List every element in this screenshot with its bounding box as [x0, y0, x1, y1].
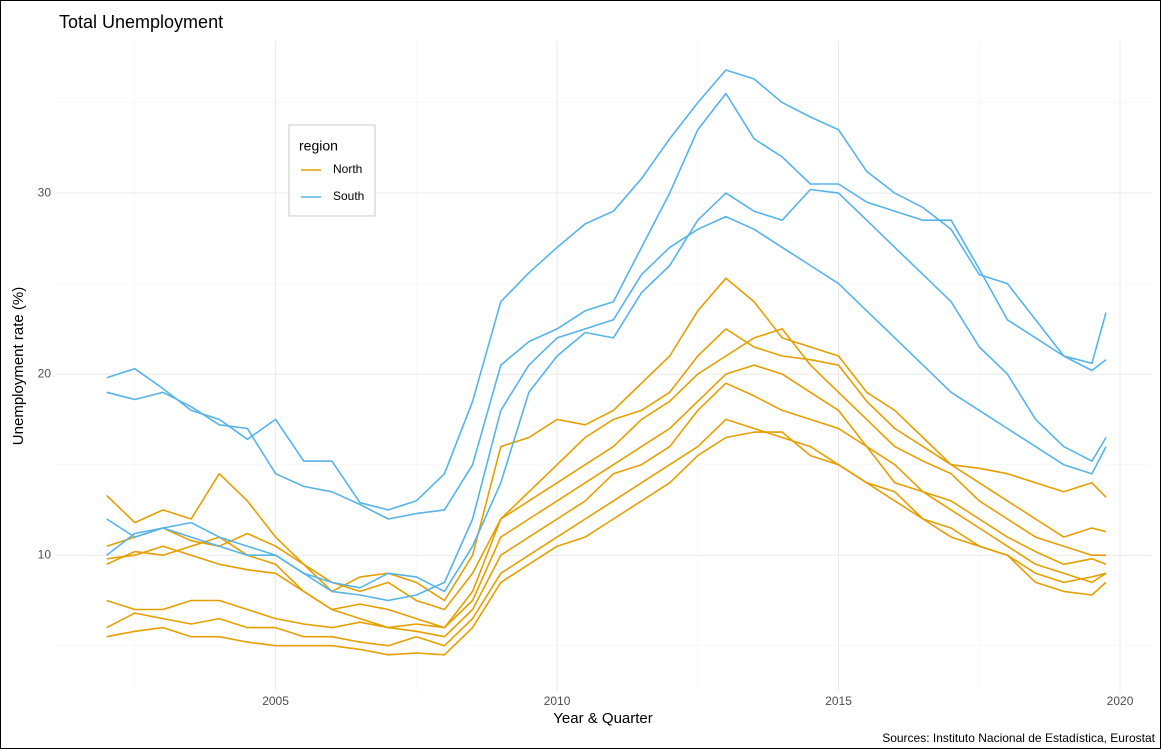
y-tick-label: 30	[38, 185, 52, 199]
series-line	[106, 69, 1107, 511]
lines	[106, 69, 1107, 656]
legend-label: North	[333, 162, 362, 176]
y-axis-title: Unemployment rate (%)	[10, 287, 27, 445]
series-line	[106, 215, 1107, 602]
legend: region North South	[288, 124, 376, 217]
series-line	[106, 328, 1106, 629]
series-line	[106, 382, 1107, 638]
series-line	[106, 92, 1107, 520]
grid: 10 20 30 2005 2010 2015 2020	[38, 41, 1151, 708]
chart-title: Total Unemployment	[59, 12, 223, 32]
x-tick-label: 2020	[1107, 694, 1134, 708]
y-tick-label: 20	[38, 366, 52, 380]
series-line	[106, 277, 1107, 602]
series-line	[106, 431, 1107, 656]
x-axis-title: Year & Quarter	[553, 710, 653, 727]
caption: Sources: Instituto Nacional de Estadísti…	[882, 731, 1155, 745]
x-tick-label: 2010	[544, 694, 571, 708]
x-tick-label: 2005	[262, 694, 289, 708]
y-tick-label: 10	[38, 547, 52, 561]
series-line	[106, 328, 1107, 611]
series-line	[106, 418, 1107, 647]
legend-label: South	[333, 189, 364, 203]
legend-title: region	[299, 138, 338, 154]
series-line	[106, 364, 1107, 629]
x-tick-label: 2015	[825, 694, 852, 708]
